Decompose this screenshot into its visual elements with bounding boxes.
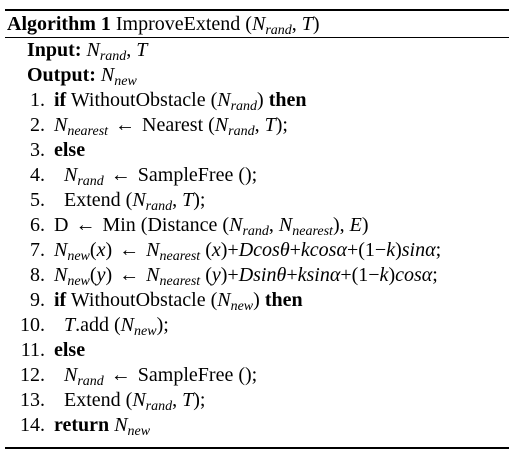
input-line: Input: Nrand, T: [27, 39, 148, 64]
algorithm-line-9: 9. if WithoutObstacle (Nnew) then: [5, 288, 303, 314]
algorithm-label: Algorithm 1: [7, 13, 111, 35]
algorithm-box: Algorithm 1 ImproveExtend (Nrand, T): [5, 9, 509, 38]
line-number: 8.: [30, 264, 45, 286]
line-number: 7.: [30, 239, 45, 261]
algorithm-line-4: 4. Nrand ← SampleFree ();: [5, 163, 257, 189]
line-number: 13.: [20, 389, 45, 411]
line-number: 11.: [20, 339, 45, 361]
algorithm-caption: Algorithm 1 ImproveExtend (Nrand, T): [5, 11, 509, 38]
line-number: 3.: [30, 139, 45, 161]
algorithm-line-14: 14. return Nnew: [5, 413, 150, 439]
algorithm-name: ImproveExtend: [115, 13, 241, 35]
line-number: 12.: [20, 364, 45, 386]
input-keyword: Input:: [27, 39, 82, 61]
algorithm-line-7: 7. Nnew(x) ← Nnearest (x)+Dcosθ+kcosα+(1−…: [5, 238, 441, 264]
algorithm-line-8: 8. Nnew(y) ← Nnearest (y)+Dsinθ+ksinα+(1−…: [5, 263, 438, 289]
line-number: 10.: [20, 314, 45, 336]
line-number: 2.: [30, 114, 45, 136]
output-line: Output: Nnew: [27, 64, 137, 89]
algorithm-line-13: 13. Extend (Nrand, T);: [5, 388, 205, 414]
line-number: 1.: [30, 89, 45, 111]
algorithm-line-6: 6. D ← Min (Distance (Nrand, Nnearest), E…: [5, 213, 369, 239]
output-keyword: Output:: [27, 64, 96, 86]
line-number: 9.: [30, 289, 45, 311]
algorithm-params: (Nrand, T): [245, 13, 320, 38]
line-number: 6.: [30, 214, 45, 236]
algorithm-line-2: 2. Nnearest ← Nearest (Nrand, T);: [5, 113, 288, 139]
bottom-rule: [5, 447, 509, 449]
caption-rule: [5, 37, 509, 38]
algorithm-line-11: 11. else: [5, 338, 85, 363]
top-rule: [5, 9, 509, 11]
algorithm-line-1: 1. if WithoutObstacle (Nrand) then: [5, 88, 307, 114]
algorithm-line-10: 10. T.add (Nnew);: [5, 313, 169, 339]
line-number: 14.: [20, 414, 45, 436]
line-number: 4.: [30, 164, 45, 186]
algorithm-line-5: 5. Extend (Nrand, T);: [5, 188, 205, 214]
algorithm-line-3: 3. else: [5, 138, 85, 163]
line-number: 5.: [30, 189, 45, 211]
algorithm-line-12: 12. Nrand ← SampleFree ();: [5, 363, 257, 389]
